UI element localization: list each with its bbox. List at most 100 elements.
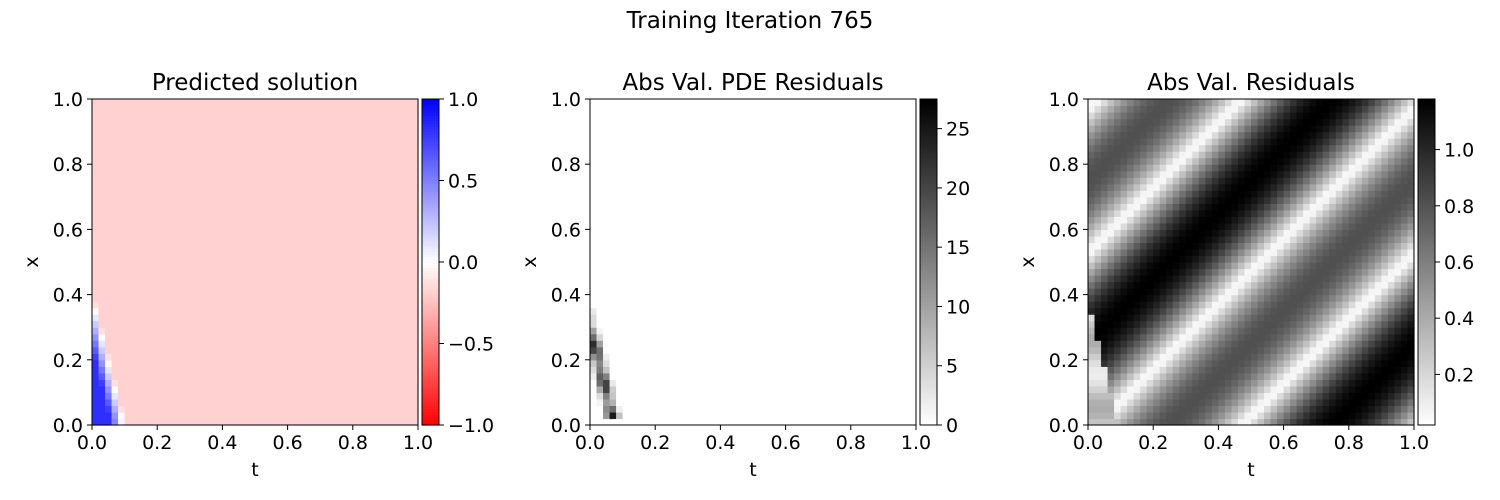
- heatmap-cell: [111, 418, 119, 426]
- heatmap-cell: [137, 411, 145, 420]
- heatmap-cell: [209, 196, 217, 204]
- heatmap-cell: [294, 327, 302, 335]
- heatmap-cell: [333, 144, 341, 152]
- heatmap-cell: [385, 170, 393, 178]
- heatmap-cell: [674, 209, 682, 217]
- heatmap-cell: [352, 392, 360, 400]
- heatmap-cell: [339, 209, 347, 217]
- heatmap-cell: [694, 294, 702, 302]
- heatmap-cell: [98, 99, 106, 107]
- heatmap-cell: [378, 190, 386, 198]
- heatmap-cell: [661, 248, 669, 257]
- heatmap-cell: [609, 229, 617, 237]
- heatmap-cell: [837, 333, 845, 341]
- heatmap-cell: [378, 105, 386, 113]
- heatmap-cell: [863, 235, 871, 244]
- colorbar-step: [422, 365, 439, 369]
- heatmap-cell: [157, 157, 165, 165]
- heatmap-cell: [622, 398, 630, 407]
- heatmap-cell: [385, 366, 393, 374]
- heatmap-cell: [792, 398, 800, 407]
- heatmap-cell: [98, 125, 106, 133]
- heatmap-cell: [694, 177, 702, 185]
- heatmap-cell: [163, 405, 171, 413]
- colorbar-step: [422, 286, 439, 290]
- heatmap-cell: [359, 235, 367, 244]
- heatmap-cell: [320, 209, 328, 217]
- heatmap-cell: [183, 196, 191, 204]
- heatmap-cell: [779, 418, 787, 426]
- heatmap-cell: [746, 248, 754, 257]
- heatmap-cell: [707, 242, 715, 250]
- heatmap-cell: [372, 294, 380, 302]
- heatmap-cell: [844, 105, 852, 113]
- heatmap-cell: [320, 411, 328, 420]
- heatmap-cell: [759, 281, 767, 289]
- heatmap-cell: [320, 255, 328, 263]
- heatmap-cell: [411, 203, 419, 211]
- heatmap-cell: [359, 131, 367, 139]
- heatmap-cell: [590, 268, 598, 276]
- heatmap-cell: [889, 248, 898, 257]
- heatmap-cell: [222, 209, 230, 217]
- heatmap-cell: [320, 216, 328, 224]
- heatmap-cell: [635, 346, 643, 354]
- heatmap-cell: [707, 209, 715, 217]
- heatmap-cell: [378, 333, 386, 341]
- heatmap-cell: [863, 411, 871, 420]
- heatmap-cell: [753, 151, 761, 159]
- heatmap-cell: [681, 157, 689, 165]
- heatmap-cell: [307, 177, 315, 185]
- heatmap-cell: [779, 229, 787, 237]
- heatmap-cell: [157, 203, 165, 211]
- heatmap-cell: [157, 418, 165, 426]
- heatmap-cell: [837, 366, 845, 374]
- heatmap-cell: [255, 131, 263, 139]
- heatmap-cell: [759, 307, 767, 315]
- heatmap-cell: [753, 216, 761, 224]
- heatmap-cell: [681, 170, 689, 178]
- heatmap-cell: [700, 177, 708, 185]
- heatmap-cell: [837, 164, 845, 172]
- heatmap-cell: [629, 203, 637, 211]
- heatmap-cell: [622, 157, 630, 165]
- heatmap-cell: [215, 398, 223, 407]
- heatmap-cell: [287, 125, 295, 133]
- heatmap-cell: [668, 379, 676, 387]
- heatmap-cell: [131, 405, 139, 413]
- heatmap-cell: [385, 118, 393, 126]
- heatmap-cell: [411, 190, 419, 198]
- heatmap-cell: [876, 190, 884, 198]
- heatmap-cell: [268, 366, 276, 374]
- heatmap-cell: [694, 405, 702, 413]
- heatmap-cell: [694, 372, 702, 380]
- heatmap-cell: [235, 138, 243, 146]
- heatmap-cell: [635, 281, 643, 289]
- heatmap-cell: [674, 196, 682, 204]
- heatmap-cell: [668, 398, 676, 407]
- heatmap-cell: [391, 248, 400, 257]
- heatmap-cell: [215, 288, 223, 296]
- heatmap-cell: [222, 164, 230, 172]
- heatmap-cell: [339, 320, 347, 328]
- heatmap-cell: [746, 183, 754, 191]
- heatmap-cell: [163, 268, 171, 276]
- heatmap-cell: [111, 255, 119, 263]
- heatmap-cell: [694, 118, 702, 126]
- heatmap-cell: [870, 314, 878, 322]
- heatmap-cell: [346, 164, 354, 172]
- heatmap-cell: [668, 105, 676, 113]
- heatmap-cell: [720, 294, 728, 302]
- heatmap-cell: [183, 398, 191, 407]
- heatmap-cell: [766, 203, 774, 211]
- heatmap-cell: [733, 118, 741, 126]
- heatmap-cell: [837, 307, 845, 315]
- heatmap-cell: [209, 301, 217, 309]
- heatmap-cell: [320, 288, 328, 296]
- heatmap-cell: [333, 340, 341, 348]
- colorbar-step: [422, 118, 439, 122]
- heatmap-cell: [307, 379, 315, 387]
- heatmap-cell: [398, 203, 406, 211]
- heatmap-cell: [294, 301, 302, 309]
- colorbar-step: [422, 134, 439, 138]
